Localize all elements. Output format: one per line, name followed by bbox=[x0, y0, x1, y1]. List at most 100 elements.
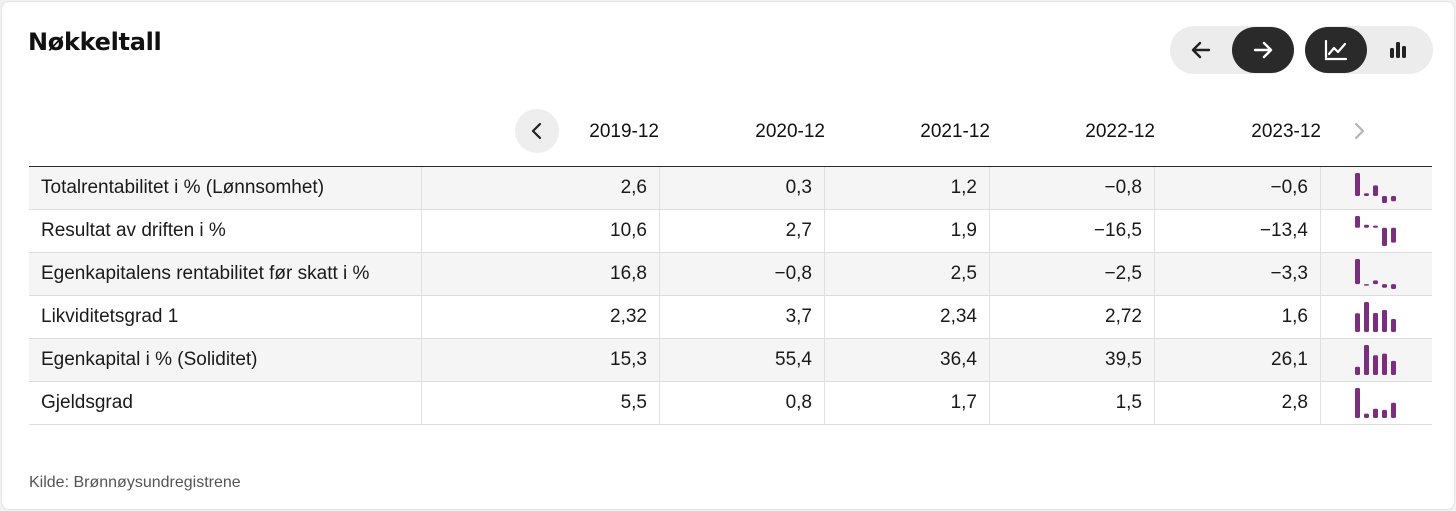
value-cell: −0,8 bbox=[660, 253, 825, 295]
arrow-right-icon bbox=[1253, 41, 1273, 59]
sparkline-chart bbox=[1355, 173, 1396, 203]
row-label: Resultat av driften i % bbox=[29, 210, 422, 252]
table-row: Gjeldsgrad 5,5 0,8 1,7 1,5 2,8 bbox=[29, 382, 1432, 425]
previous-period-button[interactable] bbox=[1170, 27, 1232, 73]
sparkline-bar bbox=[1373, 225, 1378, 228]
sparkline-bar bbox=[1382, 195, 1387, 203]
sparkline-bar bbox=[1373, 185, 1378, 196]
sparkline-chart bbox=[1355, 259, 1396, 289]
value-cell: 1,9 bbox=[825, 210, 990, 252]
sparkline-cell[interactable] bbox=[1321, 210, 1432, 252]
value-cell: 1,6 bbox=[1155, 296, 1321, 338]
value-cell: 2,8 bbox=[1155, 382, 1321, 424]
sparkline-cell[interactable] bbox=[1321, 382, 1432, 424]
value-cell: 2,32 bbox=[422, 296, 660, 338]
sparkline-bar bbox=[1391, 402, 1396, 418]
column-header: 2021-12 bbox=[920, 121, 990, 142]
bar-chart-view-button[interactable] bbox=[1367, 27, 1429, 73]
value-cell: 2,5 bbox=[825, 253, 990, 295]
sparkline-bar bbox=[1373, 408, 1378, 418]
value-cell: 2,7 bbox=[660, 210, 825, 252]
sparkline-bar bbox=[1364, 345, 1369, 375]
value-cell: 1,5 bbox=[990, 382, 1155, 424]
value-cell: 10,6 bbox=[422, 210, 660, 252]
sparkline-chart bbox=[1355, 388, 1396, 418]
sparkline-cell[interactable] bbox=[1321, 339, 1432, 381]
column-header: 2020-12 bbox=[755, 121, 825, 142]
table-row: Likviditetsgrad 1 2,32 3,7 2,34 2,72 1,6 bbox=[29, 296, 1432, 339]
sparkline-bar bbox=[1391, 195, 1396, 202]
sparkline-cell[interactable] bbox=[1321, 167, 1432, 209]
line-chart-icon bbox=[1324, 39, 1348, 61]
table-row: Resultat av driften i % 10,6 2,7 1,9 −16,5 −1… bbox=[29, 210, 1432, 253]
sparkline-bar bbox=[1355, 216, 1360, 228]
page-title: Nøkkeltall bbox=[28, 28, 162, 56]
value-cell: 39,5 bbox=[990, 339, 1155, 381]
value-cell: 3,7 bbox=[660, 296, 825, 338]
table-row: Totalrentabilitet i % (Lønnsomhet) 2,6 0,3… bbox=[29, 167, 1432, 210]
table-row: Egenkapital i % (Soliditet) 15,3 55,4 36,4 3… bbox=[29, 339, 1432, 382]
row-label: Likviditetsgrad 1 bbox=[29, 296, 422, 338]
value-cell: 15,3 bbox=[422, 339, 660, 381]
view-toggle bbox=[1305, 26, 1433, 74]
sparkline-bar bbox=[1382, 309, 1387, 332]
line-chart-view-button[interactable] bbox=[1305, 27, 1367, 73]
column-header: 2023-12 bbox=[1251, 121, 1321, 142]
chevron-left-icon bbox=[531, 122, 542, 140]
value-cell: −0,6 bbox=[1155, 167, 1321, 209]
row-label: Totalrentabilitet i % (Lønnsomhet) bbox=[29, 167, 422, 209]
value-cell: −13,4 bbox=[1155, 210, 1321, 252]
value-cell: 1,7 bbox=[825, 382, 990, 424]
chevron-right-icon bbox=[1354, 122, 1365, 140]
sparkline-bar bbox=[1355, 388, 1360, 418]
sparkline-bar bbox=[1391, 227, 1396, 243]
value-cell: 2,34 bbox=[825, 296, 990, 338]
table-header: 2019-12 2020-12 2021-12 2022-12 2023-12 bbox=[29, 97, 1432, 167]
sparkline-bar bbox=[1382, 284, 1387, 288]
table-row: Egenkapitalens rentabilitet før skatt i … bbox=[29, 253, 1432, 296]
sparkline-bar bbox=[1355, 366, 1360, 375]
sparkline-bar bbox=[1382, 353, 1387, 375]
key-figures-table: 2019-12 2020-12 2021-12 2022-12 2023-12 … bbox=[29, 97, 1432, 425]
sparkline-bar bbox=[1364, 302, 1369, 332]
column-header: 2022-12 bbox=[1085, 121, 1155, 142]
value-cell: −2,5 bbox=[990, 253, 1155, 295]
sparkline-chart bbox=[1355, 216, 1396, 246]
value-cell: 16,8 bbox=[422, 253, 660, 295]
value-cell: −3,3 bbox=[1155, 253, 1321, 295]
column-header: 2019-12 bbox=[589, 121, 659, 142]
sparkline-bar bbox=[1373, 280, 1378, 285]
sparkline-bar bbox=[1355, 173, 1360, 196]
value-cell: −16,5 bbox=[990, 210, 1155, 252]
sparkline-bar bbox=[1364, 193, 1369, 196]
value-cell: 0,3 bbox=[660, 167, 825, 209]
row-label: Egenkapital i % (Soliditet) bbox=[29, 339, 422, 381]
scroll-columns-left-button[interactable] bbox=[515, 109, 559, 153]
sparkline-chart bbox=[1355, 302, 1396, 332]
row-label: Gjeldsgrad bbox=[29, 382, 422, 424]
sparkline-cell[interactable] bbox=[1321, 253, 1432, 295]
value-cell: 2,72 bbox=[990, 296, 1155, 338]
value-cell: 0,8 bbox=[660, 382, 825, 424]
sparkline-bar bbox=[1355, 259, 1360, 285]
sparkline-bar bbox=[1382, 409, 1387, 418]
sparkline-bar bbox=[1364, 284, 1369, 286]
sparkline-bar bbox=[1364, 224, 1369, 228]
sparkline-bar bbox=[1382, 227, 1387, 246]
sparkline-bar bbox=[1373, 313, 1378, 332]
scroll-columns-right-button[interactable] bbox=[1341, 113, 1377, 149]
bar-chart-icon bbox=[1390, 42, 1406, 58]
sparkline-bar bbox=[1391, 360, 1396, 375]
arrow-left-icon bbox=[1191, 41, 1211, 59]
source-note: Kilde: Brønnøysundregistrene bbox=[29, 474, 241, 491]
sparkline-cell[interactable] bbox=[1321, 296, 1432, 338]
next-period-button[interactable] bbox=[1232, 27, 1294, 73]
value-cell: 2,6 bbox=[422, 167, 660, 209]
sparkline-bar bbox=[1391, 284, 1396, 289]
value-cell: 1,2 bbox=[825, 167, 990, 209]
sparkline-bar bbox=[1355, 313, 1360, 332]
value-cell: −0,8 bbox=[990, 167, 1155, 209]
sparkline-bar bbox=[1373, 355, 1378, 375]
value-cell: 5,5 bbox=[422, 382, 660, 424]
